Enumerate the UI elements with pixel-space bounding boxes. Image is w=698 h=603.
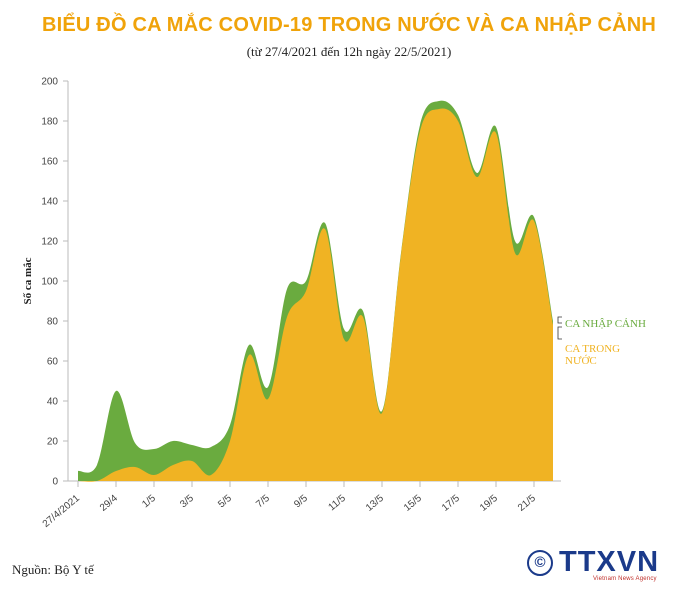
series-area-domestic [78,108,553,482]
y-tick-label: 100 [41,277,58,288]
x-tick-label: 27/4/2021 [41,493,82,530]
x-tick-label: 15/5 [402,493,424,514]
y-tick-label: 80 [47,317,59,328]
y-tick-label: 160 [41,157,58,168]
x-tick-label: 9/5 [292,493,310,511]
y-tick-label: 0 [52,477,58,488]
ttxvn-logo: © TTXVN Vietnam News Agency [527,546,672,588]
logo-text: TTXVN [559,546,660,578]
x-tick-label: 17/5 [440,493,462,514]
legend-label-imported: CA NHẬP CẢNH [565,318,646,330]
x-tick-label: 11/5 [327,493,349,514]
x-tick-label: 5/5 [216,493,234,511]
x-tick-label: 21/5 [516,493,538,514]
x-tick-label: 13/5 [364,493,386,514]
y-tick-label: 60 [47,357,59,368]
chart-title: BIỂU ĐỒ CA MẮC COVID-19 TRONG NƯỚC VÀ CA… [41,14,657,36]
x-tick-label: 1/5 [140,493,158,511]
y-tick-label: 140 [41,197,58,208]
x-tick-label: 7/5 [254,493,272,511]
chart-subtitle: (từ 27/4/2021 đến 12h ngày 22/5/2021) [246,44,452,59]
y-tick-label: 180 [41,117,58,128]
series-areas [78,100,553,482]
copyright-icon: © [527,550,553,576]
legend-bracket-imported [557,316,562,324]
legend: CA NHẬP CẢNH CA TRONG NƯỚC [557,316,646,367]
y-tick-label: 20 [47,437,59,448]
y-axis-label: Số ca mắc [22,257,34,304]
y-tick-label: 40 [47,397,59,408]
y-tick-label: 200 [41,77,58,88]
x-axis: 27/4/2021 29/4 1/5 3/5 5/5 7/5 9/5 11/5 13/5 15/5… [41,480,561,530]
x-tick-label: 29/4 [98,493,120,514]
legend-bracket-domestic [557,326,562,340]
source-note: Nguồn: Bộ Y tế [12,562,94,577]
x-tick-label: 19/5 [478,493,500,514]
legend-label-domestic: CA TRONG NƯỚC [565,343,620,367]
logo-tagline: Vietnam News Agency [593,576,657,582]
x-tick-label: 3/5 [178,493,196,511]
y-axis: 0 20 40 60 80 100 120 140 160 180 200 [41,77,69,488]
y-tick-label: 120 [41,237,58,248]
